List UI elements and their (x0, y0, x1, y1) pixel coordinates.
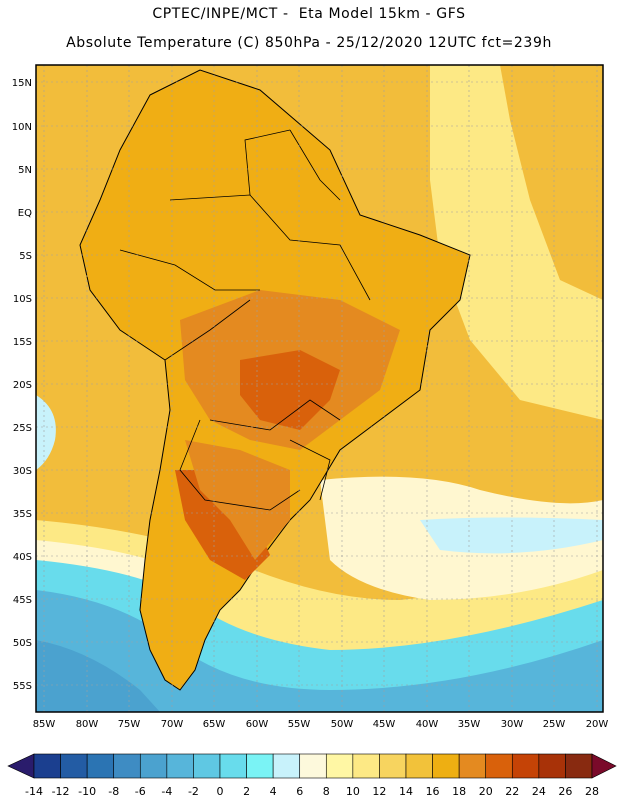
west-cool-patch (36, 395, 56, 470)
colorbar-label: -8 (108, 785, 119, 798)
lon-label-25w: 25W (543, 719, 566, 730)
colorbar-cell (538, 753, 566, 779)
colorbar-label: 22 (505, 785, 519, 798)
lon-label-65w: 65W (203, 719, 226, 730)
colorbar-label: 4 (270, 785, 277, 798)
colorbar-label: 6 (296, 785, 303, 798)
lon-label-70w: 70W (161, 719, 184, 730)
colorbar-cell (299, 753, 327, 779)
colorbar-label: -4 (161, 785, 172, 798)
colorbar-cell (272, 753, 301, 779)
lat-label-10s: 10S (13, 294, 32, 305)
colorbar-label: 10 (346, 785, 360, 798)
colorbar-cell (379, 753, 407, 779)
colorbar-label: 14 (399, 785, 413, 798)
colorbar-label: 16 (426, 785, 440, 798)
colorbar-cell (352, 753, 380, 779)
colorbar-label: 12 (372, 785, 386, 798)
map-title-line-1: CPTEC/INPE/MCT - Eta Model 15km - GFS (152, 6, 466, 22)
lon-label-85w: 85W (33, 719, 56, 730)
colorbar-over-arrow (591, 753, 617, 779)
lon-label-30w: 30W (501, 719, 524, 730)
colorbar-label: 26 (558, 785, 572, 798)
lat-label-25s: 25S (13, 423, 32, 434)
hot-core-center (240, 350, 340, 430)
colorbar-cell (485, 753, 513, 779)
lat-label-30s: 30S (13, 466, 32, 477)
lat-label-45s: 45S (13, 595, 32, 606)
colorbar-label: -10 (78, 785, 96, 798)
blue-band-2 (36, 640, 160, 712)
map-frame (35, 64, 604, 713)
colorbar-cell (166, 753, 194, 779)
temperature-field (36, 65, 603, 712)
country-borders (119, 129, 371, 511)
colorbar-cell (565, 753, 593, 779)
colorbar-label: 0 (217, 785, 224, 798)
atlantic-orange-patch (500, 65, 603, 300)
map-title-line-2: Absolute Temperature (C) 850hPa - 25/12/… (66, 35, 552, 51)
lon-label-40w: 40W (416, 719, 439, 730)
colorbar-label: 8 (323, 785, 330, 798)
colorbar: -14 -12 -10 -8 -6 -4 -2 0 2 4 6 8 10 12 14 16 18 20 22 24 26… (7, 753, 617, 798)
colorbar-cell (86, 753, 115, 779)
colorbar-cells (33, 753, 593, 779)
lon-label-80w: 80W (76, 719, 99, 730)
cyan-light-tongue (420, 517, 603, 554)
colorbar-label: -12 (52, 785, 70, 798)
lat-label-5s: 5S (19, 251, 32, 262)
lon-label-35w: 35W (458, 719, 481, 730)
colorbar-label: 18 (452, 785, 466, 798)
colorbar-cell (139, 753, 168, 779)
colorbar-cell (325, 753, 354, 779)
colorbar-label: -2 (188, 785, 199, 798)
longitude-axis: 85W 80W 75W 70W 65W 60W 55W 50W 45W 40W … (33, 719, 609, 730)
lat-label-35s: 35S (13, 509, 32, 520)
lat-label-eq: EQ (18, 208, 32, 219)
colorbar-labels: -14 -12 -10 -8 -6 -4 -2 0 2 4 6 8 10 12 14 16 18 20 22 24 26… (25, 785, 599, 798)
colorbar-cell (432, 753, 460, 779)
lat-label-50s: 50S (13, 638, 32, 649)
colorbar-cell (113, 753, 141, 779)
colorbar-label: 24 (532, 785, 546, 798)
colorbar-under-arrow (7, 753, 35, 779)
lat-label-55s: 55S (13, 681, 32, 692)
colorbar-cell (246, 753, 274, 779)
lat-label-10n: 10N (12, 122, 32, 133)
colorbar-label: -14 (25, 785, 43, 798)
colorbar-label: 20 (479, 785, 493, 798)
hot-core-argentina (175, 470, 270, 580)
lat-label-15s: 15S (13, 337, 32, 348)
colorbar-cell (405, 753, 433, 779)
lat-label-20s: 20S (13, 380, 32, 391)
lon-label-75w: 75W (118, 719, 141, 730)
lon-label-20w: 20W (586, 719, 609, 730)
lon-label-55w: 55W (288, 719, 311, 730)
colorbar-label: 2 (243, 785, 250, 798)
colorbar-cell (511, 753, 540, 779)
lon-label-50w: 50W (331, 719, 354, 730)
colorbar-cell (33, 753, 61, 779)
lon-label-45w: 45W (373, 719, 396, 730)
colorbar-cell (458, 753, 487, 779)
colorbar-label: -6 (135, 785, 146, 798)
colorbar-label: 28 (585, 785, 599, 798)
colorbar-cell (60, 753, 88, 779)
colorbar-cell (193, 753, 221, 779)
colorbar-cell (219, 753, 247, 779)
lat-label-40s: 40S (13, 552, 32, 563)
latitude-axis: 15N 10N 5N EQ 5S 10S 15S 20S 25S 30S 35S… (12, 78, 32, 692)
lat-label-15n: 15N (12, 78, 32, 89)
lat-label-5n: 5N (18, 165, 32, 176)
lon-label-60w: 60W (246, 719, 269, 730)
